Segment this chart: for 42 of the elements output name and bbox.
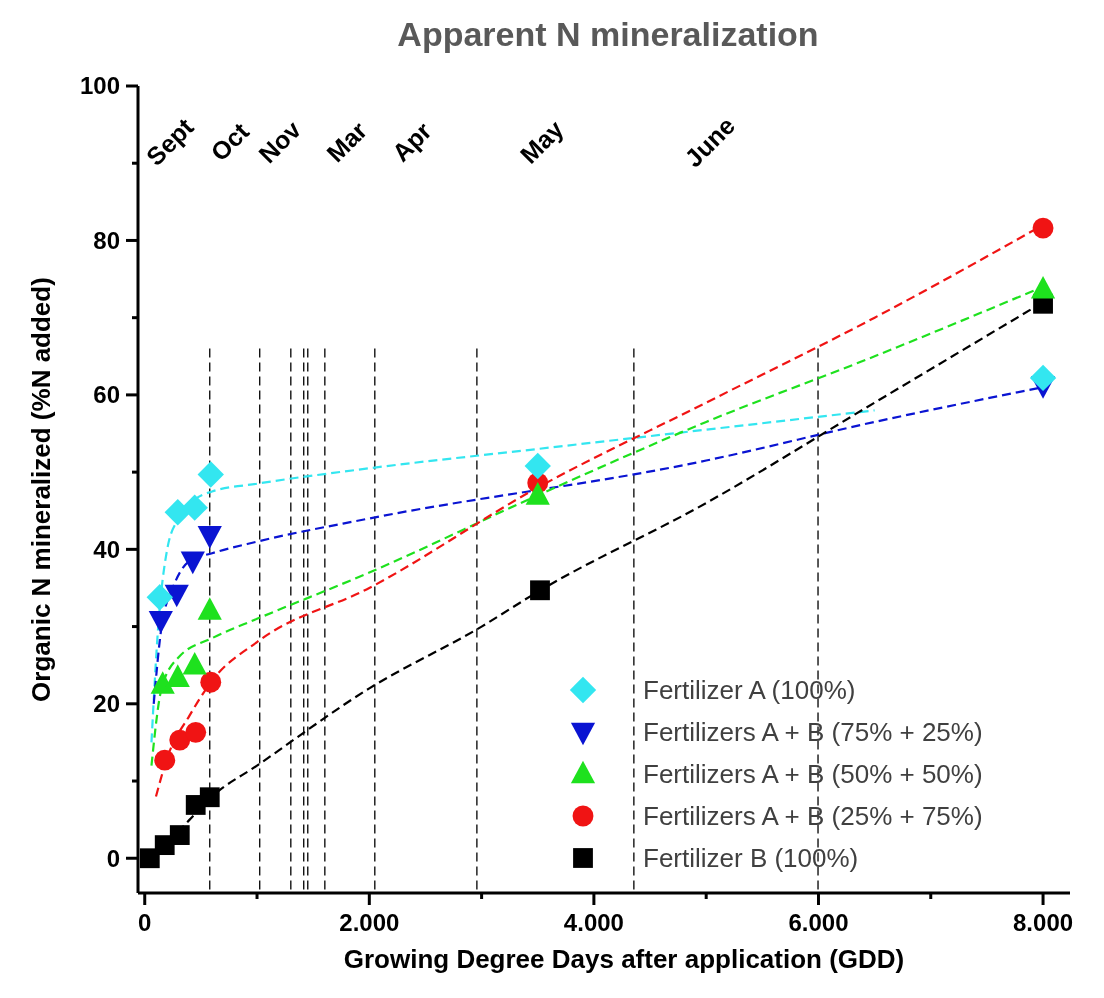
x-tick-label: 6.000 (788, 909, 849, 936)
x-axis-title: Growing Degree Days after application (GDD) (343, 944, 905, 974)
point (164, 499, 191, 526)
point (1032, 217, 1054, 239)
y-tick-label: 100 (79, 72, 120, 100)
y-tick-label: 60 (93, 381, 120, 409)
point (525, 482, 550, 505)
annotation: Nov (253, 114, 307, 169)
y-tick-label: 0 (106, 844, 120, 872)
legend-label: Fertilizers A + B (75% + 25%) (643, 717, 983, 748)
point (169, 729, 191, 751)
legend-label: Fertilizer A (100%) (643, 675, 856, 706)
legend-label: Fertilizers A + B (50% + 50%) (643, 759, 983, 790)
point (197, 461, 224, 488)
legend-label: Fertilizer B (100%) (643, 843, 859, 874)
y-tick-label: 80 (93, 226, 120, 254)
x-tick-label: 0 (138, 909, 152, 936)
annotation: May (514, 114, 569, 169)
point (146, 584, 173, 611)
point (524, 452, 551, 480)
x-tick-label: 8.000 (1013, 909, 1074, 936)
point (197, 597, 222, 620)
point (1029, 364, 1057, 392)
x-tick-label: 2.000 (339, 909, 400, 936)
point (185, 721, 207, 743)
y-tick-label: 40 (93, 535, 120, 563)
point (200, 671, 222, 693)
point (199, 787, 220, 808)
chart-title: Apparent N mineralization (397, 15, 819, 53)
point (181, 494, 208, 521)
point (154, 749, 176, 771)
annotation: Oct (205, 116, 255, 167)
point (169, 825, 190, 845)
annotation: Apr (386, 116, 437, 167)
point (164, 584, 189, 608)
point (530, 580, 550, 601)
annotation: Mar (321, 115, 373, 168)
y-tick-label: 20 (93, 690, 120, 718)
y-axis-title: Organic N mineralized (%N added) (26, 277, 56, 702)
x-tick-label: 4.000 (563, 909, 624, 936)
legend-label: Fertilizers A + B (25% + 75%) (643, 801, 983, 832)
point (139, 848, 160, 869)
